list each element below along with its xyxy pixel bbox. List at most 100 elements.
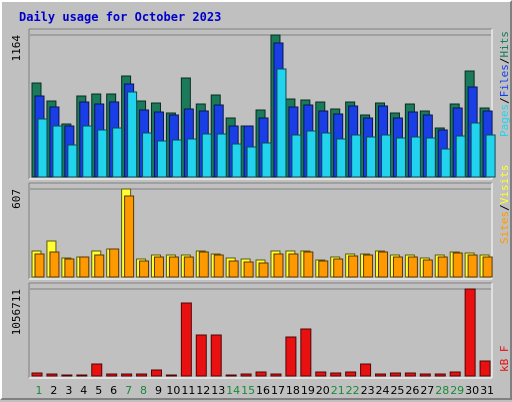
x-tick-label: 16 xyxy=(256,384,270,397)
legend-text: Visits xyxy=(498,165,511,205)
bar-pages-day-12 xyxy=(201,133,212,178)
bar-pages-day-13 xyxy=(216,133,227,178)
bar-kbytes-day-5 xyxy=(91,363,103,377)
legend-kbytes: kB F xyxy=(498,346,511,373)
bar-pages-day-22 xyxy=(351,134,362,178)
bar-pages-day-5 xyxy=(97,129,108,178)
x-tick-label: 1 xyxy=(36,384,43,397)
y-max-label: 1056711 xyxy=(10,289,23,335)
bar-sites-day-24 xyxy=(378,251,389,278)
bar-sites-day-12 xyxy=(198,251,209,278)
bar-sites-day-18 xyxy=(288,253,299,278)
bar-kbytes-day-25 xyxy=(389,372,401,377)
bar-sites-day-26 xyxy=(407,256,418,278)
x-tick-label: 9 xyxy=(155,384,162,397)
bar-pages-day-15 xyxy=(246,146,257,178)
bar-kbytes-day-4 xyxy=(76,374,88,377)
x-tick-label: 6 xyxy=(110,384,117,397)
bar-pages-day-26 xyxy=(410,136,421,178)
legend-text: / xyxy=(498,97,511,104)
legend-text: / xyxy=(498,58,511,65)
bar-pages-day-1 xyxy=(37,118,48,178)
x-tick-label: 10 xyxy=(166,384,180,397)
bar-sites-day-22 xyxy=(348,255,359,278)
legend-pages-files-hits: Pages/Files/Hits xyxy=(498,31,511,137)
bar-pages-day-30 xyxy=(470,122,481,178)
bar-pages-day-28 xyxy=(440,148,451,178)
x-tick-label: 17 xyxy=(271,384,285,397)
bar-sites-day-17 xyxy=(273,253,284,278)
bar-pages-day-29 xyxy=(455,135,466,178)
x-tick-label: 30 xyxy=(465,384,479,397)
x-tick-label: 27 xyxy=(420,384,434,397)
chart-title: Daily usage for October 2023 xyxy=(19,10,221,24)
bar-pages-day-18 xyxy=(291,134,302,178)
legend-text: Hits xyxy=(498,31,511,58)
bar-pages-day-25 xyxy=(395,137,406,178)
x-tick-label: 25 xyxy=(390,384,404,397)
bar-kbytes-day-21 xyxy=(330,372,342,377)
legend-text: kB F xyxy=(498,346,511,373)
x-tick-label: 22 xyxy=(346,384,360,397)
bar-sites-day-19 xyxy=(303,251,314,278)
bar-sites-day-10 xyxy=(168,256,179,278)
bar-kbytes-day-15 xyxy=(240,373,252,377)
bar-kbytes-day-18 xyxy=(285,336,297,377)
bar-pages-day-24 xyxy=(381,134,392,178)
bar-kbytes-day-24 xyxy=(375,373,387,377)
bar-pages-day-31 xyxy=(485,134,496,178)
x-tick-label: 23 xyxy=(361,384,375,397)
bar-kbytes-day-6 xyxy=(106,373,118,377)
bar-sites-day-28 xyxy=(437,256,448,278)
bar-kbytes-day-7 xyxy=(121,373,133,377)
x-tick-label: 20 xyxy=(316,384,330,397)
x-tick-label: 21 xyxy=(331,384,345,397)
bar-pages-day-10 xyxy=(171,139,182,178)
bar-pages-day-16 xyxy=(261,142,272,178)
x-tick-label: 14 xyxy=(226,384,240,397)
x-tick-label: 15 xyxy=(241,384,255,397)
bar-pages-day-8 xyxy=(142,132,153,178)
bar-pages-day-3 xyxy=(67,144,78,178)
bar-sites-day-23 xyxy=(363,254,374,278)
bar-kbytes-day-11 xyxy=(180,302,192,377)
bar-kbytes-day-29 xyxy=(449,371,461,377)
bar-sites-day-31 xyxy=(482,256,493,278)
bar-pages-day-7 xyxy=(127,91,138,178)
bar-pages-day-9 xyxy=(156,140,167,178)
x-tick-label: 2 xyxy=(50,384,57,397)
bar-pages-day-11 xyxy=(186,138,197,178)
y-max-label: 1164 xyxy=(10,35,23,62)
bar-sites-day-8 xyxy=(139,260,150,278)
x-tick-label: 19 xyxy=(301,384,315,397)
bar-sites-day-4 xyxy=(79,256,90,278)
plot-area-kbytes xyxy=(29,283,492,378)
bar-kbytes-day-1 xyxy=(31,372,43,377)
x-tick-label: 5 xyxy=(95,384,102,397)
bar-sites-day-2 xyxy=(49,251,60,278)
bar-kbytes-day-2 xyxy=(46,373,58,377)
x-tick-label: 24 xyxy=(376,384,390,397)
bar-pages-day-20 xyxy=(321,132,332,178)
x-tick-label: 3 xyxy=(65,384,72,397)
bar-kbytes-day-10 xyxy=(165,374,177,377)
x-tick-label: 13 xyxy=(211,384,225,397)
bar-sites-day-1 xyxy=(34,253,45,278)
bar-kbytes-day-14 xyxy=(225,374,237,377)
bar-sites-day-20 xyxy=(318,260,329,278)
bar-sites-day-27 xyxy=(422,259,433,278)
bar-sites-day-14 xyxy=(228,260,239,278)
bar-sites-day-11 xyxy=(183,256,194,278)
bar-sites-day-29 xyxy=(452,252,463,278)
x-tick-label: 26 xyxy=(405,384,419,397)
bar-sites-day-9 xyxy=(153,256,164,278)
bar-kbytes-day-26 xyxy=(404,372,416,377)
bar-sites-day-25 xyxy=(392,256,403,278)
bar-kbytes-day-13 xyxy=(210,334,222,377)
bar-kbytes-day-23 xyxy=(360,363,372,377)
x-tick-label: 18 xyxy=(286,384,300,397)
bar-pages-day-23 xyxy=(366,136,377,178)
bar-pages-day-21 xyxy=(336,138,347,178)
bar-sites-day-30 xyxy=(467,254,478,278)
